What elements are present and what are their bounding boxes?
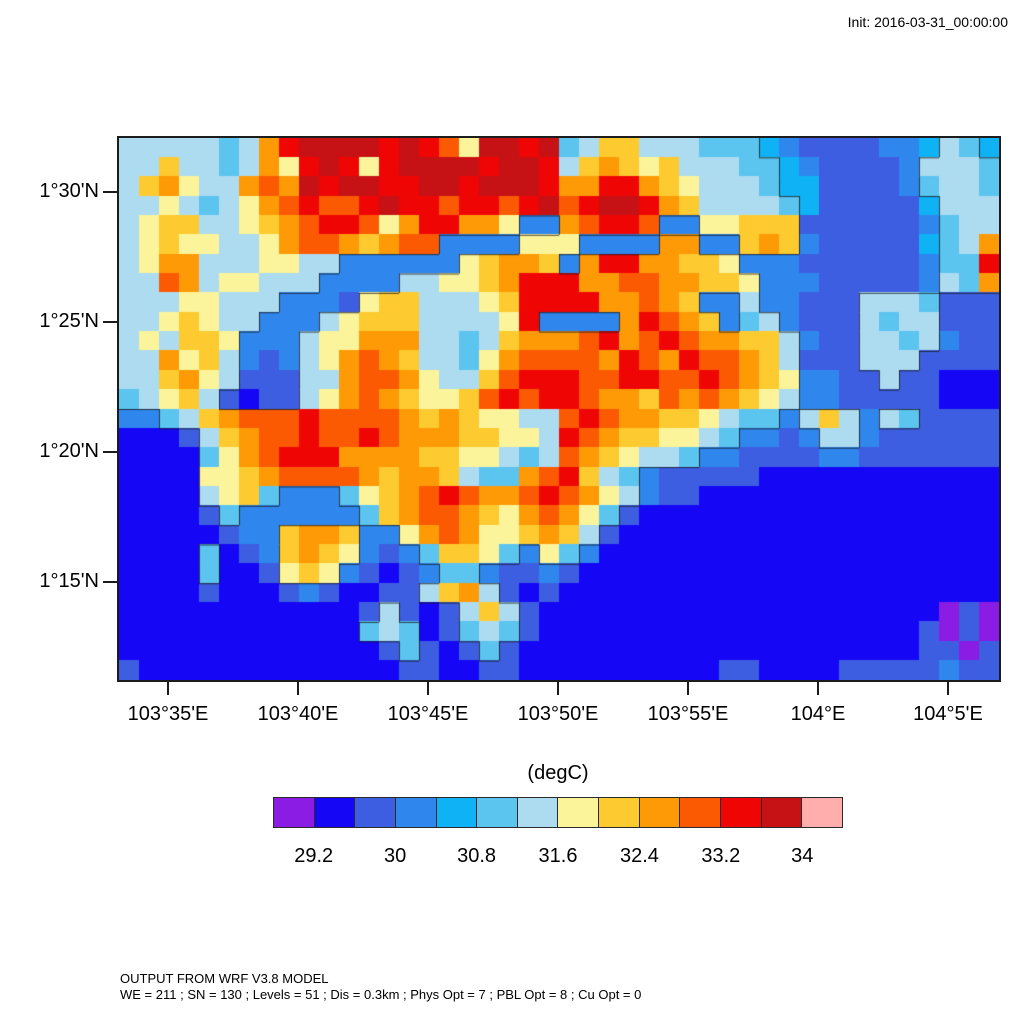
y-axis-tick (103, 191, 117, 193)
colorbar-segment (354, 797, 396, 828)
y-axis-tick-label: 1°20'N (39, 440, 99, 462)
colorbar-tick-label: 30 (384, 845, 407, 867)
footer-config-line: WE = 211 ; SN = 130 ; Levels = 51 ; Dis … (120, 987, 642, 1002)
colorbar-tick-label: 30.8 (457, 845, 497, 867)
colorbar-segment (720, 797, 762, 828)
x-axis-tick-label: 103°35'E (127, 703, 209, 725)
x-axis-tick-label: 104°E (790, 703, 846, 725)
x-axis-tick (427, 682, 429, 695)
x-axis-tick-label: 103°45'E (387, 703, 469, 725)
colorbar-tick-label: 29.2 (294, 845, 334, 867)
colorbar-segment (476, 797, 518, 828)
x-axis-tick (557, 682, 559, 695)
colorbar-segment (516, 797, 559, 828)
colorbar (273, 797, 843, 828)
colorbar-segment (760, 797, 803, 828)
colorbar-segment (638, 797, 681, 828)
temperature-heatmap-canvas (119, 138, 999, 680)
colorbar-title: (degC) (527, 762, 589, 784)
colorbar-segment (598, 797, 640, 828)
colorbar-tick-label: 31.6 (538, 845, 578, 867)
x-axis-tick (817, 682, 819, 695)
x-axis-tick-label: 104°5'E (913, 703, 983, 725)
y-axis-tick (103, 321, 117, 323)
x-axis-tick-label: 103°55'E (647, 703, 729, 725)
colorbar-tick-label: 33.2 (701, 845, 741, 867)
y-axis-tick-label: 1°15'N (39, 570, 99, 592)
colorbar-segment (435, 797, 478, 828)
colorbar-segment (557, 797, 600, 828)
map-frame (117, 136, 1001, 682)
colorbar-tick-label: 32.4 (619, 845, 659, 867)
y-axis-tick (103, 581, 117, 583)
colorbar-segment (801, 797, 843, 828)
colorbar-tick-label: 34 (791, 845, 814, 867)
x-axis-tick (167, 682, 169, 695)
init-timestamp: Init: 2016-03-31_00:00:00 (847, 14, 1008, 30)
x-axis-tick (947, 682, 949, 695)
y-axis-tick-label: 1°30'N (39, 180, 99, 202)
x-axis-tick (687, 682, 689, 695)
colorbar-segment (679, 797, 722, 828)
x-axis-tick (297, 682, 299, 695)
y-axis-tick (103, 451, 117, 453)
x-axis-tick-label: 103°40'E (257, 703, 339, 725)
x-axis-tick-label: 103°50'E (517, 703, 599, 725)
colorbar-segment (394, 797, 437, 828)
colorbar-segment (313, 797, 356, 828)
colorbar-segment (273, 797, 315, 828)
footer-model-line: OUTPUT FROM WRF V3.8 MODEL (120, 971, 329, 986)
y-axis-tick-label: 1°25'N (39, 310, 99, 332)
